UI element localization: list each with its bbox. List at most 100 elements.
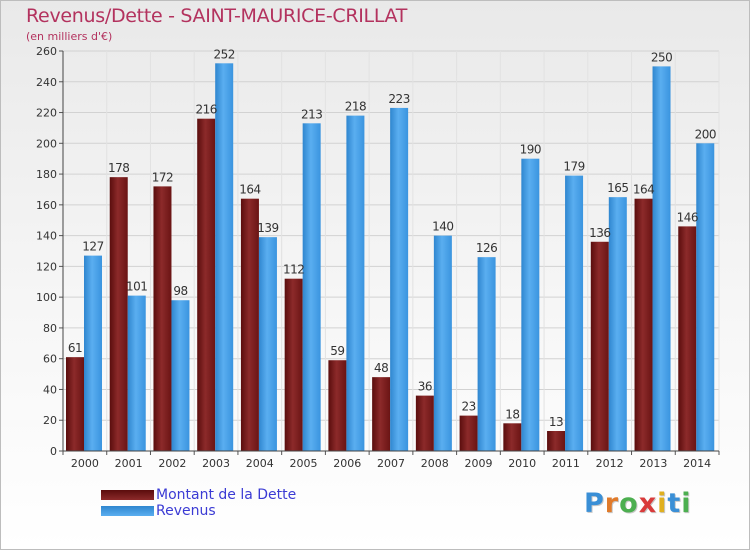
data-label-debt-2006: 59 bbox=[330, 344, 344, 358]
logo-letter: i bbox=[681, 488, 692, 519]
data-label-revenue-2006: 218 bbox=[345, 100, 366, 114]
x-tick-label-2007: 2007 bbox=[377, 457, 405, 470]
y-tick-label: 40 bbox=[43, 383, 57, 396]
y-tick-label: 240 bbox=[36, 76, 57, 89]
x-tick-label-2002: 2002 bbox=[158, 457, 186, 470]
data-label-debt-2003: 216 bbox=[195, 103, 216, 117]
y-tick-label: 60 bbox=[43, 353, 57, 366]
bars bbox=[66, 63, 715, 452]
data-label-revenue-2013: 250 bbox=[651, 50, 672, 64]
bar-revenue-2009 bbox=[477, 257, 496, 451]
data-label-debt-2007: 48 bbox=[374, 361, 388, 375]
bar-revenue-2003 bbox=[215, 63, 234, 452]
data-label-debt-2009: 23 bbox=[461, 400, 475, 414]
bar-debt-2012 bbox=[590, 241, 609, 451]
data-label-debt-2010: 18 bbox=[505, 407, 519, 421]
legend-label-debt: Montant de la Dette bbox=[156, 487, 297, 503]
logo-letter: x bbox=[638, 488, 658, 519]
bar-debt-2013 bbox=[634, 198, 653, 451]
data-label-revenue-2008: 140 bbox=[432, 220, 453, 234]
y-tick-label: 120 bbox=[36, 260, 57, 273]
bar-revenue-2008 bbox=[433, 235, 452, 451]
bar-debt-2007 bbox=[372, 377, 391, 451]
data-label-debt-2000: 61 bbox=[68, 341, 82, 355]
bar-revenue-2010 bbox=[521, 158, 540, 451]
bar-debt-2010 bbox=[503, 423, 522, 451]
bar-revenue-2013 bbox=[652, 66, 671, 451]
chart-subtitle: (en milliers d'€) bbox=[26, 30, 113, 43]
y-tick-label: 20 bbox=[43, 414, 57, 427]
x-tick-label-2011: 2011 bbox=[552, 457, 580, 470]
data-label-debt-2013: 164 bbox=[633, 183, 654, 197]
data-label-debt-2001: 178 bbox=[108, 161, 129, 175]
x-tick-label-2010: 2010 bbox=[508, 457, 536, 470]
data-label-debt-2011: 13 bbox=[549, 415, 563, 429]
x-tick-label-2001: 2001 bbox=[115, 457, 143, 470]
bar-revenue-2004 bbox=[258, 237, 277, 451]
legend-label-revenue: Revenus bbox=[156, 503, 216, 519]
logo-letter: o bbox=[619, 488, 639, 519]
bar-revenue-2006 bbox=[346, 115, 365, 451]
bar-debt-2004 bbox=[240, 198, 259, 451]
x-tick-label-2000: 2000 bbox=[71, 457, 99, 470]
data-label-debt-2012: 136 bbox=[589, 226, 610, 240]
x-tick-label-2014: 2014 bbox=[683, 457, 711, 470]
logo-letter: P bbox=[584, 488, 605, 519]
legend-swatch-revenue bbox=[101, 506, 154, 516]
data-label-debt-2008: 36 bbox=[418, 380, 432, 394]
chart-title: Revenus/Dette - SAINT-MAURICE-CRILLAT bbox=[26, 5, 408, 27]
legend-item-revenue: Revenus bbox=[101, 503, 296, 519]
data-label-debt-2014: 146 bbox=[677, 210, 698, 224]
bar-debt-2001 bbox=[109, 177, 128, 451]
y-tick-label: 140 bbox=[36, 230, 57, 243]
data-label-revenue-2002: 98 bbox=[173, 284, 187, 298]
y-tick-label: 0 bbox=[50, 445, 57, 458]
legend-swatch-debt bbox=[101, 490, 154, 500]
x-tick-label-2005: 2005 bbox=[290, 457, 318, 470]
bar-debt-2008 bbox=[415, 395, 434, 451]
y-tick-label: 180 bbox=[36, 168, 57, 181]
proxiti-logo: Proxiti bbox=[584, 488, 692, 519]
bar-debt-2002 bbox=[153, 186, 172, 451]
bar-debt-2000 bbox=[66, 357, 84, 451]
data-label-revenue-2010: 190 bbox=[520, 143, 541, 157]
data-label-debt-2004: 164 bbox=[239, 183, 260, 197]
data-label-debt-2005: 112 bbox=[283, 263, 304, 277]
bar-debt-2011 bbox=[547, 431, 566, 451]
x-tick-label-2004: 2004 bbox=[246, 457, 274, 470]
x-tick-label-2003: 2003 bbox=[202, 457, 230, 470]
x-tick-label-2013: 2013 bbox=[639, 457, 667, 470]
bar-debt-2014 bbox=[678, 226, 697, 451]
bar-revenue-2014 bbox=[696, 143, 715, 452]
y-tick-label: 80 bbox=[43, 322, 57, 335]
logo-letter: r bbox=[604, 488, 620, 519]
data-labels: 61 127 178 101 172 98 216 252 164 139 112 213 59 218 4… bbox=[68, 47, 717, 429]
x-tick-label-2009: 2009 bbox=[464, 457, 492, 470]
data-label-debt-2002: 172 bbox=[152, 170, 173, 184]
x-tick-label-2012: 2012 bbox=[596, 457, 624, 470]
axes: 0 20 40 60 80 100 120 140 160 180 200 220 240 260 2000… bbox=[36, 45, 720, 470]
data-label-revenue-2009: 126 bbox=[476, 241, 497, 255]
bar-debt-2003 bbox=[197, 118, 216, 451]
bar-revenue-2011 bbox=[565, 175, 584, 451]
bar-debt-2005 bbox=[284, 278, 303, 451]
bar-revenue-2007 bbox=[390, 107, 409, 451]
data-label-revenue-2001: 101 bbox=[126, 280, 147, 294]
x-tick-label-2008: 2008 bbox=[421, 457, 449, 470]
legend-item-debt: Montant de la Dette bbox=[101, 487, 296, 503]
data-label-revenue-2000: 127 bbox=[82, 240, 103, 254]
data-label-revenue-2007: 223 bbox=[388, 92, 409, 106]
bar-revenue-2000 bbox=[84, 255, 102, 451]
bar-revenue-2005 bbox=[302, 123, 321, 452]
y-tick-label: 160 bbox=[36, 199, 57, 212]
y-tick-label: 220 bbox=[36, 107, 57, 120]
data-label-revenue-2005: 213 bbox=[301, 107, 322, 121]
bar-debt-2006 bbox=[328, 360, 347, 451]
y-tick-label: 260 bbox=[36, 45, 57, 58]
data-label-revenue-2003: 252 bbox=[213, 47, 234, 61]
y-tick-label: 200 bbox=[36, 137, 57, 150]
data-label-revenue-2014: 200 bbox=[695, 127, 716, 141]
data-label-revenue-2012: 165 bbox=[607, 181, 628, 195]
logo-letter: t bbox=[667, 488, 682, 519]
